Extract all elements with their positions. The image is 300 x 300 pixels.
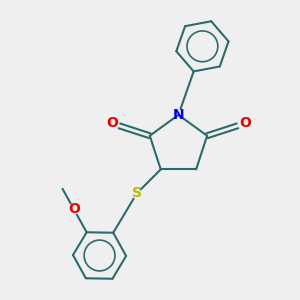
Text: O: O xyxy=(106,116,118,130)
Text: O: O xyxy=(68,202,80,216)
Text: S: S xyxy=(132,186,142,200)
Text: O: O xyxy=(239,116,251,130)
Text: N: N xyxy=(172,108,184,122)
